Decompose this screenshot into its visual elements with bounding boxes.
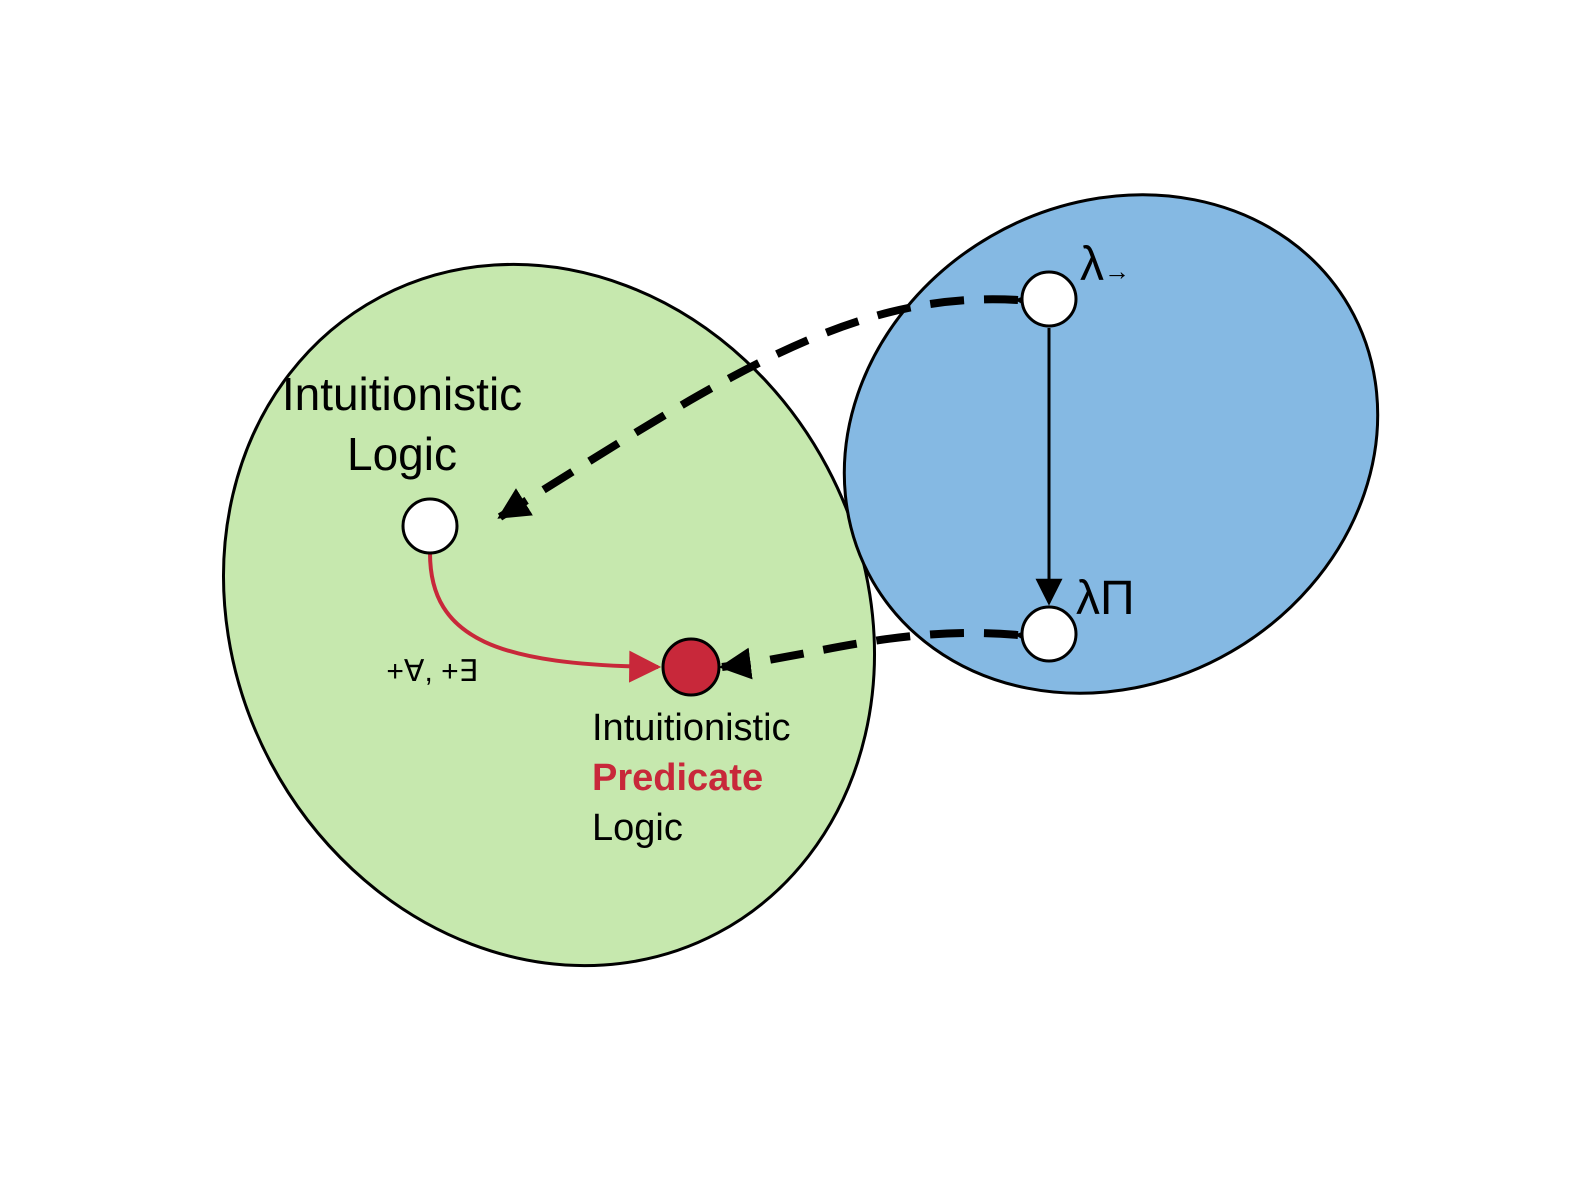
lambda-pi-label: λΠ bbox=[1076, 572, 1135, 625]
intuitionistic-logic-label-line2: Logic bbox=[347, 428, 457, 480]
intuitionistic-logic-node bbox=[401, 497, 459, 555]
intuitionistic-logic-label-line1: Intuitionistic bbox=[282, 368, 522, 420]
predicate-logic-label-line1: Intuitionistic bbox=[592, 707, 791, 749]
predicate-logic-node bbox=[661, 637, 721, 697]
lambda-arrow-label-subscript: → bbox=[1104, 256, 1130, 286]
lambda-arrow-label-base: λ bbox=[1080, 238, 1104, 291]
curry-howard-upper-edge bbox=[497, 285, 1048, 521]
quantifier-extension-edge bbox=[428, 552, 662, 683]
predicate-logic-label-line3: Logic bbox=[592, 807, 683, 849]
intuitionistic-logic-region bbox=[222, 262, 876, 968]
predicate-logic-label-line2: Predicate bbox=[592, 757, 763, 799]
quantifier-edge-label: +∀, +∃ bbox=[386, 655, 477, 688]
lambda-arrow-label: λ→ bbox=[1080, 238, 1130, 291]
lambda-pi-node bbox=[1020, 605, 1078, 663]
lambda-arrow-node bbox=[1020, 270, 1078, 328]
